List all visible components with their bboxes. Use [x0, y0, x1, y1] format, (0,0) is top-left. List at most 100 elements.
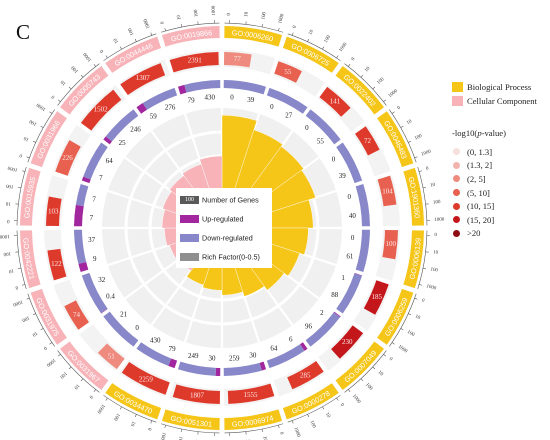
scale-tick [49, 342, 53, 345]
center-legend-swatch [180, 196, 199, 204]
legend-swatch-bp [452, 82, 463, 92]
up-regulated-bar [103, 136, 113, 145]
scale-tick-label: 0 [160, 20, 166, 24]
ring-up-down: 0 390270550390400611882966643025930249794… [74, 80, 370, 376]
total-genes-bar [223, 52, 252, 68]
scale-arc [57, 350, 100, 393]
pvalue-legend-label: (1.3, 2] [467, 160, 493, 171]
scale-tick [383, 354, 387, 357]
down-regulated-bar [266, 344, 305, 369]
total-genes-label: 1307 [136, 74, 151, 82]
scale-tick [360, 74, 364, 78]
scale-tick-label: 0 [397, 106, 402, 112]
scale-tick [17, 186, 22, 189]
total-genes-label: 285 [300, 372, 311, 380]
pvalue-legend-title: -log10(p-value) [452, 128, 506, 138]
legend-item-bp: Biological Process [452, 80, 550, 94]
scale-tick [360, 378, 364, 382]
down-count-label: 246 [130, 126, 141, 134]
scale-tick-label: 0 [339, 403, 345, 408]
scale-tick [134, 414, 137, 418]
scale-tick-label: 10 [364, 66, 371, 73]
up-count-label: 59 [150, 112, 158, 120]
up-count-label: 0 [348, 193, 352, 201]
scale-arc [417, 230, 428, 290]
scale-tick [278, 425, 280, 429]
up-count-label: 9 [93, 255, 97, 263]
up-regulated-bar [354, 272, 363, 276]
total-genes-label: 51 [108, 352, 116, 360]
pvalue-legend-dot [453, 202, 460, 210]
pvalue-legend-label: (15, 20] [467, 214, 495, 225]
scale-tick-label: 1000 [278, 13, 286, 24]
scale-tick [422, 267, 427, 270]
scale-tick-label: 100 [71, 64, 80, 73]
scale-tick-label: 100 [194, 9, 200, 18]
center-legend-swatch [180, 253, 199, 261]
scale-arc [287, 33, 341, 61]
scale-tick [322, 406, 325, 410]
scale-tick [291, 420, 294, 424]
scale-tick-label: 1000 [158, 432, 166, 440]
legend-label-bp: Biological Process [467, 82, 532, 92]
scale-tick [164, 27, 166, 31]
scale-tick-label: 10 [72, 383, 79, 390]
scale-tick [180, 428, 183, 433]
scale-tick [150, 32, 153, 36]
scale-tick-label: 1000 [292, 427, 300, 439]
scale-tick-label: 100 [430, 267, 439, 273]
scale-arc [344, 350, 387, 393]
down-count-label: 32 [98, 276, 106, 284]
scale-tick [80, 74, 84, 78]
total-genes-bar [169, 52, 219, 73]
go-term-label: GO:0006259 [382, 296, 409, 337]
down-count-label: 21 [120, 311, 128, 319]
scale-tick-label: 1000 [12, 298, 24, 306]
go-term-block [105, 36, 162, 73]
total-genes-label: 226 [62, 154, 73, 162]
total-genes-label: 55 [284, 68, 292, 76]
up-regulated-bar [333, 311, 341, 318]
scale-tick-label: 10 [261, 436, 267, 440]
up-count-label: 2 [320, 309, 324, 317]
total-genes-bar [382, 229, 398, 260]
scale-tick [414, 297, 418, 300]
down-count-label: 249 [188, 352, 199, 360]
total-genes-label: 1555 [244, 391, 259, 399]
total-genes-bar [64, 300, 89, 330]
down-count-label: 39 [247, 96, 255, 104]
down-count-label: 61 [346, 253, 354, 261]
go-term-block [30, 288, 67, 345]
center-legend-label: Down-regulated [202, 234, 253, 243]
scale-tick-label: 10 [113, 37, 120, 44]
go-term-block [161, 409, 220, 430]
scale-tick-label: 0 [14, 284, 18, 290]
scale-tick [32, 140, 36, 143]
scale-arc [16, 230, 27, 290]
scale-arc [417, 166, 428, 226]
scale-tick-label: 0 [292, 25, 298, 30]
total-genes-label: 141 [330, 98, 341, 106]
scale-tick [57, 354, 61, 357]
scale-tick [21, 284, 25, 286]
go-term-label: GO:0046483 [382, 118, 409, 159]
scale-tick-label: 100 [414, 134, 423, 142]
scale-tick [49, 111, 53, 114]
pvalue-legend-list: (0, 1.3] (1.3, 2] (2, 5] (5, 10] (10, 15] (15… [452, 145, 550, 240]
scale-tick [348, 63, 351, 67]
go-term-label: GO:0015935 [22, 176, 37, 219]
scale-tick-label: 0 [388, 357, 393, 363]
down-count-label: 259 [229, 354, 240, 362]
up-regulated-bar [78, 261, 89, 273]
total-genes-bar [121, 361, 170, 395]
go-term-label: GO:0006139 [407, 238, 422, 281]
down-count-label: 7 [92, 195, 96, 203]
up-count-label: 25 [119, 139, 127, 147]
scale-tick [105, 55, 108, 59]
scale-tick [150, 420, 153, 424]
go-term-label: GO:0019866 [170, 28, 213, 43]
scale-tick [261, 428, 264, 433]
scale-tick-label: 10 [324, 412, 331, 419]
go-term-block [224, 26, 283, 47]
scale-tick [105, 397, 108, 401]
